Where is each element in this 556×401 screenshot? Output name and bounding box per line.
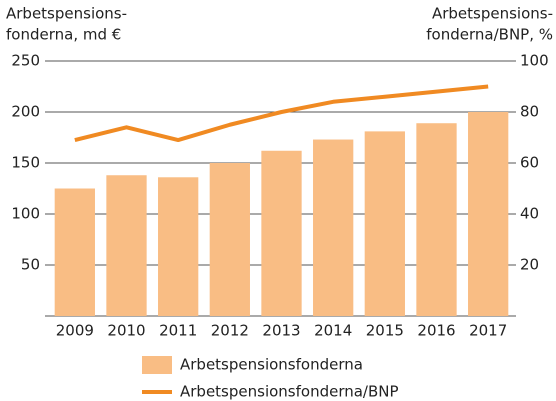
y-tick-label: 150 — [11, 154, 40, 172]
bar — [313, 139, 354, 316]
y2-tick-label: 20 — [520, 256, 539, 274]
bar — [416, 123, 457, 316]
y2-tick-label: 100 — [520, 52, 549, 70]
legend-label: Arbetspensionsfonderna/BNP — [180, 383, 399, 401]
y2-axis-title: Arbetspensions- — [432, 5, 553, 23]
y2-tick-label: 80 — [520, 103, 539, 121]
bar — [106, 175, 147, 316]
y-tick-label: 100 — [11, 205, 40, 223]
x-tick-label: 2014 — [314, 322, 352, 340]
line — [74, 84, 489, 143]
x-tick-label: 2017 — [469, 322, 507, 340]
x-tick-label: 2013 — [262, 322, 300, 340]
y-tick-label: 250 — [11, 52, 40, 70]
x-tick-label: 2011 — [159, 322, 197, 340]
y-axis-title: fonderna, md € — [6, 26, 121, 44]
bar — [261, 150, 302, 316]
x-tick-label: 2010 — [107, 322, 145, 340]
x-tick-label: 2016 — [417, 322, 455, 340]
x-tick-label: 2012 — [211, 322, 249, 340]
legend-label: Arbetspensionsfonderna — [180, 356, 363, 374]
x-tick-label: 2009 — [56, 322, 94, 340]
bar — [54, 188, 95, 316]
y-tick-label: 50 — [21, 256, 40, 274]
bar — [468, 112, 509, 316]
bar — [158, 177, 199, 316]
bar — [209, 163, 250, 316]
legend-swatch — [142, 356, 172, 374]
x-tick-label: 2015 — [366, 322, 404, 340]
bar — [364, 131, 405, 316]
y-axis-title: Arbetspensions- — [6, 5, 127, 23]
y2-axis-title: fonderna/BNP, % — [426, 26, 553, 44]
y-tick-label: 200 — [11, 103, 40, 121]
y2-tick-label: 40 — [520, 205, 539, 223]
y2-tick-label: 60 — [520, 154, 539, 172]
